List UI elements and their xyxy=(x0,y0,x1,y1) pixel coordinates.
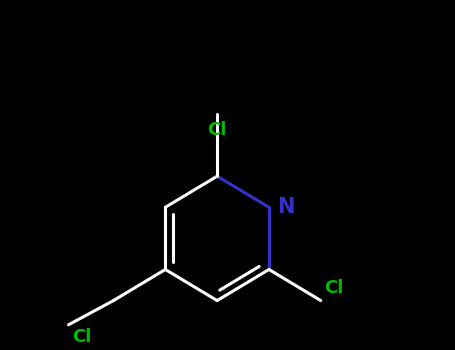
Text: Cl: Cl xyxy=(324,279,344,297)
Text: N: N xyxy=(278,197,295,217)
Text: Cl: Cl xyxy=(207,121,227,139)
Text: Cl: Cl xyxy=(72,328,91,346)
